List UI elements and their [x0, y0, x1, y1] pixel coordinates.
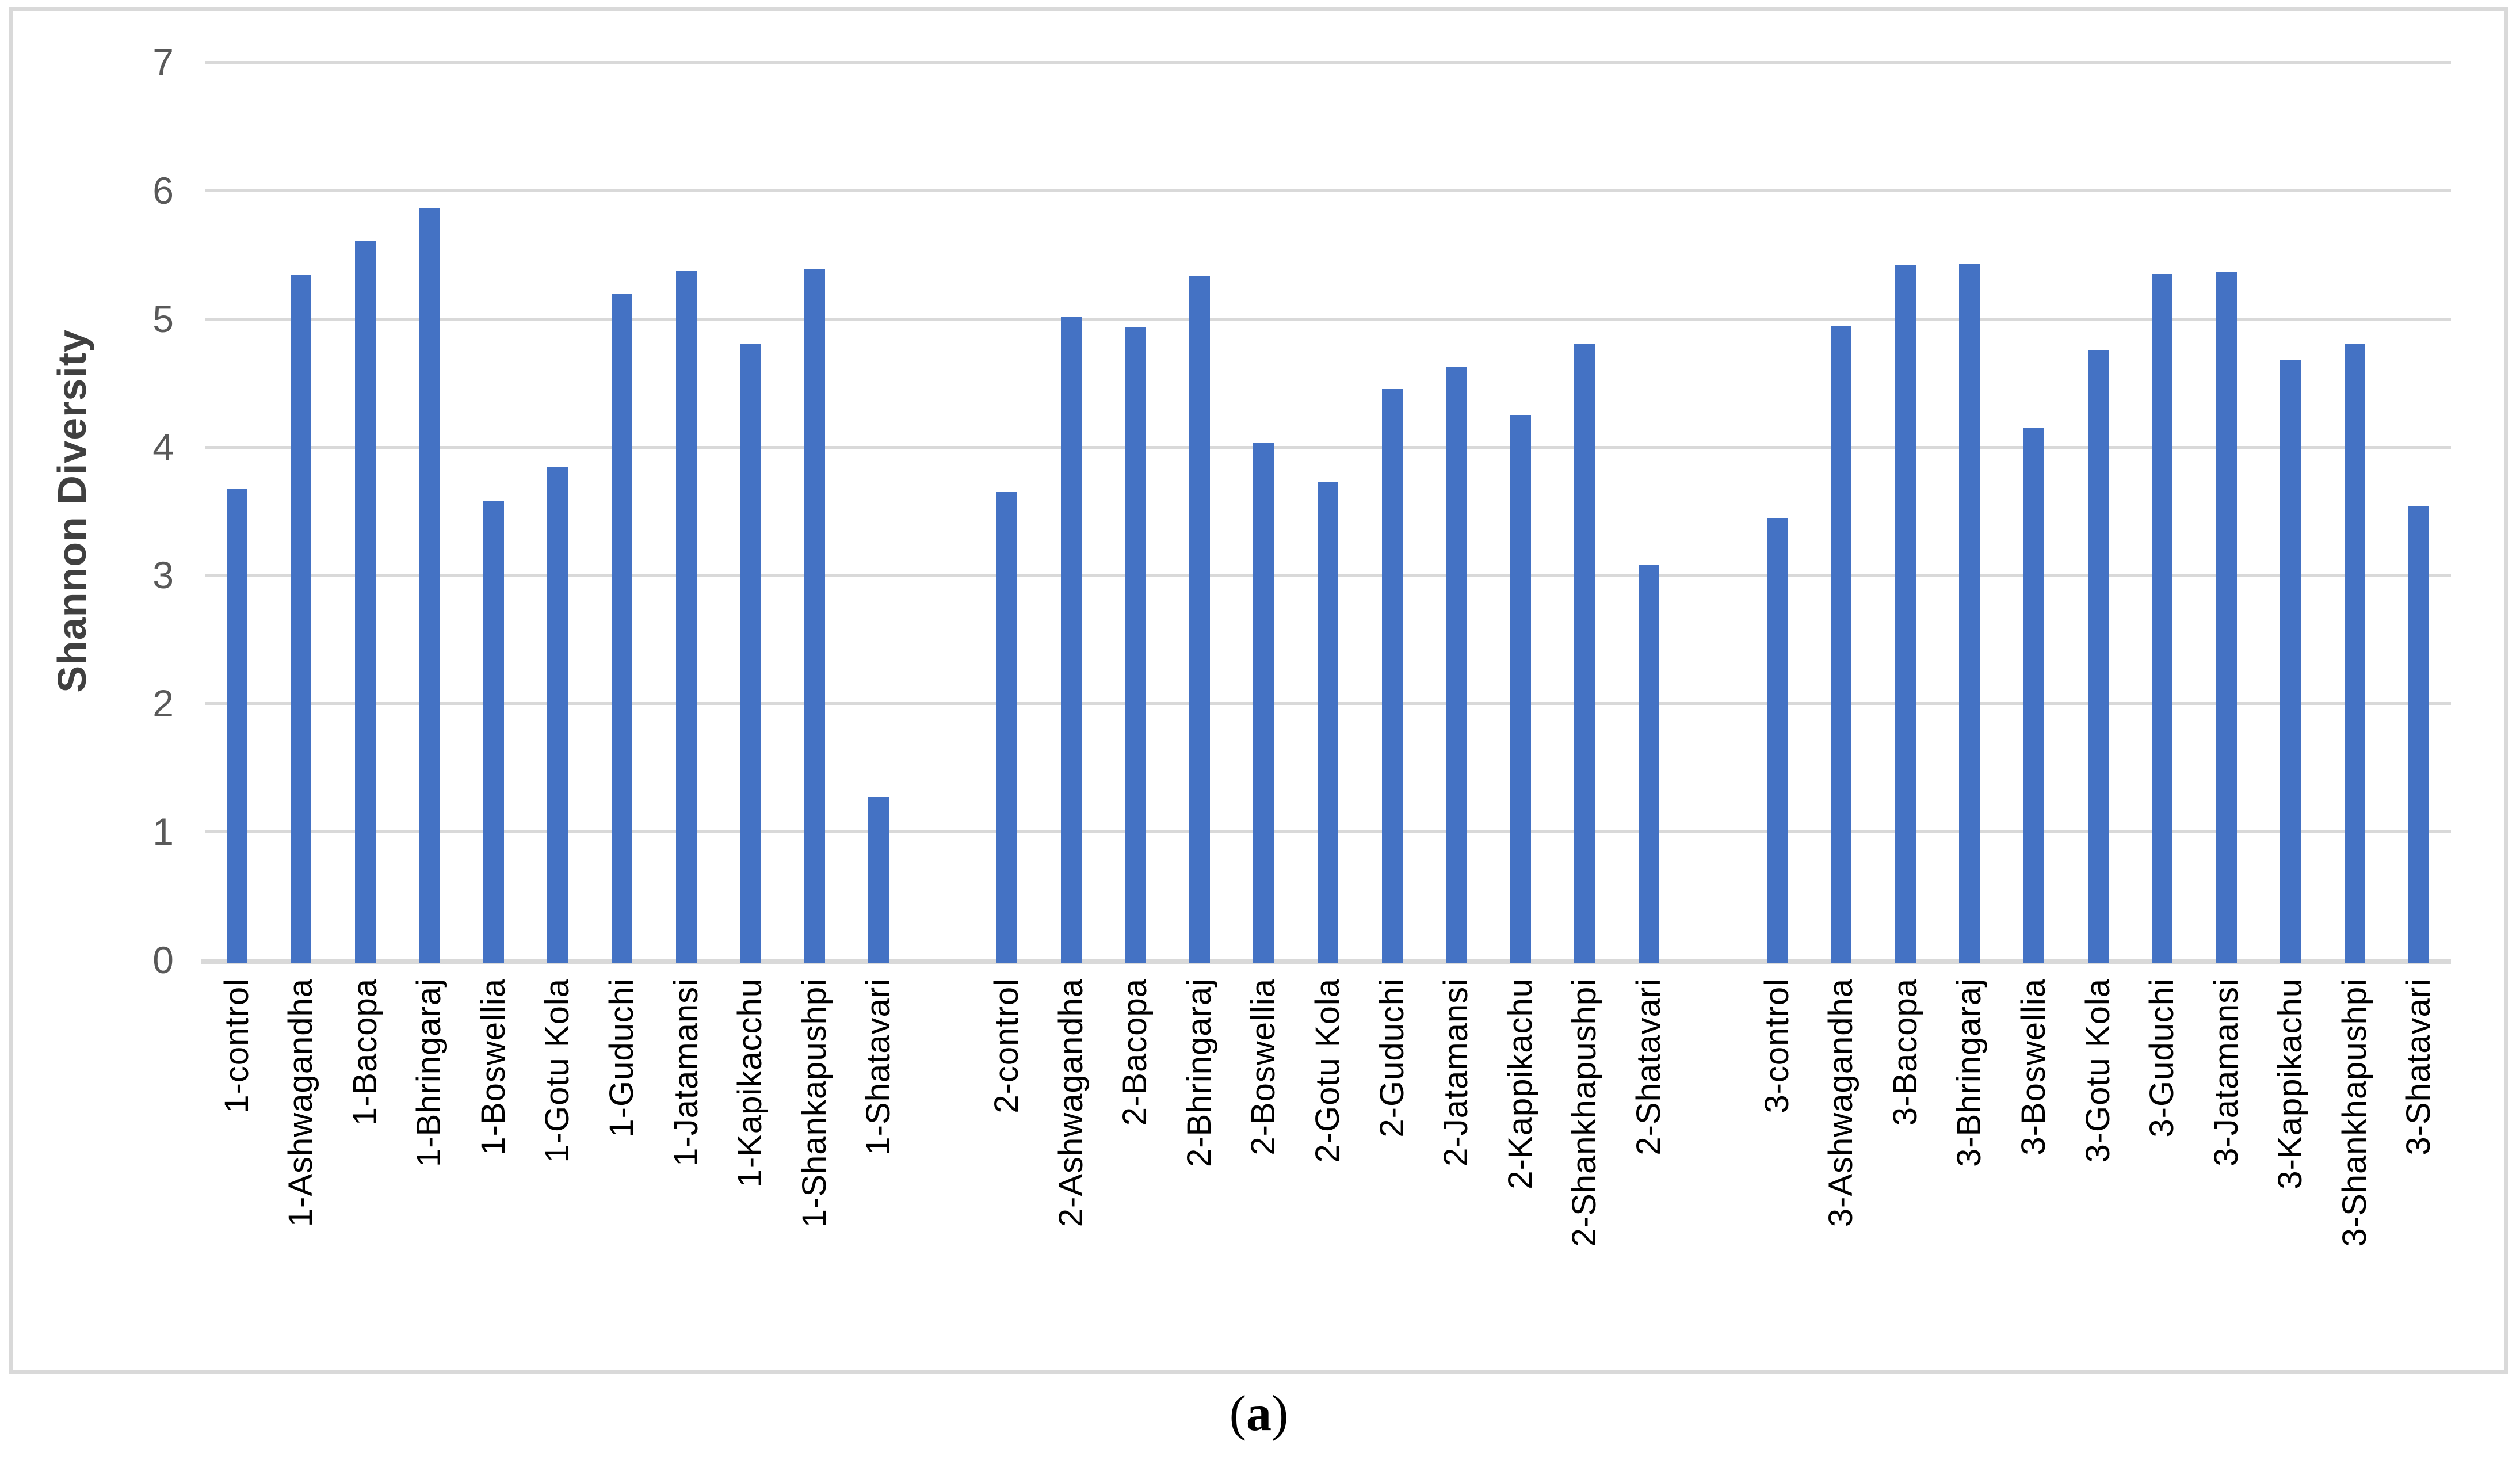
bar-3-Bhringaraj: [1959, 263, 1980, 963]
bar-1-Bacopa: [354, 240, 376, 963]
caption-open-paren: (: [1229, 1386, 1246, 1442]
bar-1-Bhringaraj: [419, 208, 440, 963]
bar-2-Guduchi: [1381, 389, 1403, 963]
bar-3-Boswellia: [2023, 428, 2044, 963]
bar-2-Jatamansi: [1446, 367, 1467, 963]
caption-letter: a: [1246, 1386, 1272, 1442]
bar-2-Kappikachu: [1510, 414, 1531, 963]
x-tick-label-2-Boswellia: 2-Boswellia: [1244, 978, 1282, 1156]
x-tick-label-2-Bhringaraj: 2-Bhringaraj: [1180, 978, 1218, 1167]
x-tick-label-2-Kappikachu: 2-Kappikachu: [1501, 978, 1539, 1190]
x-tick-label-3-Ashwagandha: 3-Ashwagandha: [1822, 978, 1860, 1227]
bar-2-Boswellia: [1253, 443, 1274, 963]
x-tick-label-1-Bacopa: 1-Bacopa: [346, 978, 384, 1126]
x-tick-label-3-Bacopa: 3-Bacopa: [1886, 978, 1924, 1126]
bar-2-Shankhapushpi: [1574, 344, 1595, 963]
x-tick-label-1-Shankapushpi: 1-Shankapushpi: [795, 978, 833, 1228]
y-tick-label-2: 2: [152, 682, 174, 725]
bar-3-Shankhapushpi: [2344, 344, 2365, 963]
x-tick-label-1-Ashwagandha: 1-Ashwagandha: [282, 978, 320, 1227]
bar-3-Ashwagandha: [1831, 326, 1852, 963]
bar-2-control: [996, 491, 1018, 963]
bar-1-Kapikacchu: [740, 344, 761, 963]
y-tick-label-4: 4: [152, 425, 174, 468]
y-tick-label-1: 1: [152, 810, 174, 853]
figure-caption: (a): [9, 1385, 2508, 1443]
y-tick-label-0: 0: [152, 939, 174, 981]
bar-3-Shatavari: [2408, 506, 2430, 963]
bar-1-Guduchi: [612, 294, 633, 963]
y-tick-label-7: 7: [152, 41, 174, 83]
bar-3-Bacopa: [1895, 265, 1916, 963]
x-tick-label-3-Gotu Kola: 3-Gotu Kola: [2079, 978, 2117, 1163]
x-tick-label-2-Jatamansi: 2-Jatamansi: [1437, 978, 1475, 1166]
x-tick-label-3-Guduchi: 3-Guduchi: [2143, 978, 2181, 1138]
x-tick-label-1-Boswellia: 1-Boswellia: [474, 978, 512, 1156]
x-tick-label-2-Ashwagandha: 2-Ashwagandha: [1052, 978, 1090, 1227]
y-tick-label-5: 5: [152, 297, 174, 340]
gridline-7: [205, 61, 2451, 64]
bar-2-Bhringaraj: [1189, 276, 1210, 963]
x-tick-label-3-Jatamansi: 3-Jatamansi: [2207, 978, 2245, 1166]
x-tick-label-2-Gotu Kola: 2-Gotu Kola: [1309, 978, 1346, 1163]
bar-3-Kappikachu: [2280, 360, 2301, 963]
bar-2-Bacopa: [1125, 327, 1146, 963]
x-tick-label-2-Bacopa: 2-Bacopa: [1116, 978, 1154, 1126]
bar-1-Shatavari: [868, 796, 889, 963]
bar-2-Gotu Kola: [1318, 481, 1338, 963]
y-axis-title-wrap: Shannon Diversity: [35, 62, 109, 960]
x-tick-label-2-Shankhapushpi: 2-Shankhapushpi: [1566, 978, 1603, 1247]
x-tick-label-3-Bhringaraj: 3-Bhringaraj: [1950, 978, 1988, 1167]
x-tick-label-2-Guduchi: 2-Guduchi: [1373, 978, 1411, 1138]
x-tick-label-2-Shatavari: 2-Shatavari: [1629, 978, 1667, 1156]
gridline-6: [205, 189, 2451, 192]
gridline-5: [205, 317, 2451, 321]
x-tick-label-1-Jatamansi: 1-Jatamansi: [667, 978, 705, 1166]
y-tick-label-3: 3: [152, 554, 174, 597]
bar-3-Gotu Kola: [2087, 350, 2109, 963]
bar-1-Ashwagandha: [291, 274, 312, 963]
bar-1-control: [226, 489, 247, 963]
bar-3-Guduchi: [2152, 273, 2173, 963]
bar-3-Jatamansi: [2216, 272, 2237, 963]
x-tick-label-1-Bhringaraj: 1-Bhringaraj: [410, 978, 448, 1167]
x-tick-label-1-control: 1-control: [217, 978, 255, 1114]
x-tick-label-2-control: 2-control: [988, 978, 1026, 1114]
bar-1-Boswellia: [483, 501, 504, 963]
x-tick-label-1-Shatavari: 1-Shatavari: [860, 978, 898, 1156]
bar-1-Jatamansi: [675, 271, 697, 963]
bar-1-Gotu Kola: [547, 467, 568, 963]
x-tick-label-1-Guduchi: 1-Guduchi: [603, 978, 641, 1138]
x-tick-label-3-control: 3-control: [1758, 978, 1796, 1114]
bar-2-Ashwagandha: [1060, 317, 1082, 963]
bar-3-control: [1766, 518, 1788, 963]
y-axis-title: Shannon Diversity: [49, 329, 94, 693]
bar-1-Shankapushpi: [804, 268, 825, 963]
caption-close-paren: ): [1272, 1386, 1289, 1442]
x-tick-label-3-Shatavari: 3-Shatavari: [2400, 978, 2438, 1156]
x-tick-label-3-Kappikachu: 3-Kappikachu: [2271, 978, 2309, 1190]
x-tick-label-1-Kapikacchu: 1-Kapikacchu: [731, 978, 769, 1188]
x-tick-label-3-Boswellia: 3-Boswellia: [2014, 978, 2052, 1156]
bar-2-Shatavari: [1638, 565, 1659, 963]
y-tick-label-6: 6: [152, 169, 174, 212]
x-tick-label-1-Gotu Kola: 1-Gotu Kola: [539, 978, 576, 1163]
gridline-4: [205, 445, 2451, 449]
x-tick-label-3-Shankhapushpi: 3-Shankhapushpi: [2335, 978, 2373, 1247]
